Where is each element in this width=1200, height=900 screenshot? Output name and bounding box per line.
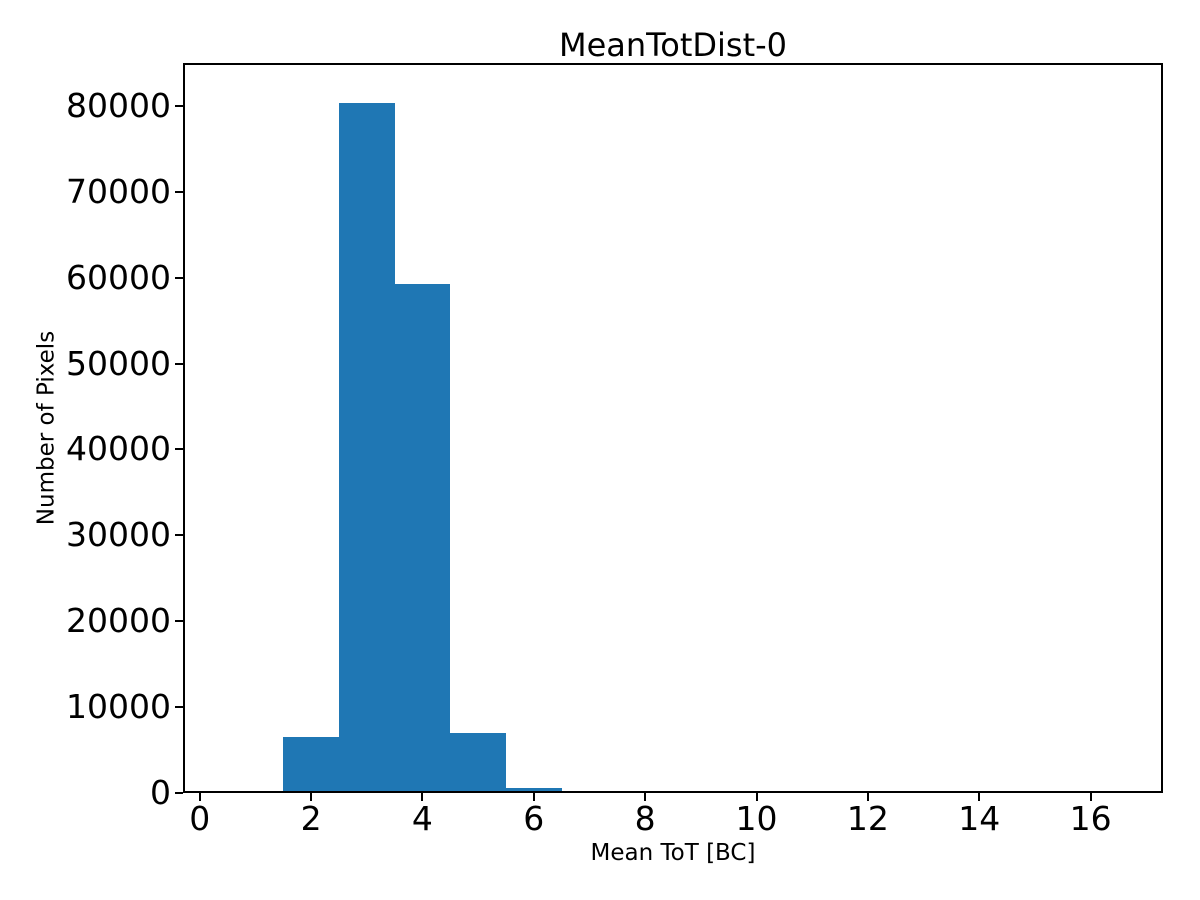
y-tick-label: 40000: [66, 429, 171, 469]
x-tick-label: 16: [1069, 799, 1112, 838]
x-tick-label: 2: [300, 799, 322, 838]
x-tick-label: 12: [846, 799, 889, 838]
y-tick: [175, 448, 183, 451]
histogram-bar: [505, 788, 562, 793]
y-tick: [175, 362, 183, 365]
histogram-bar: [338, 102, 395, 793]
y-tick-label: 0: [150, 773, 171, 812]
chart-title: MeanTotDist-0: [558, 26, 788, 64]
y-tick: [175, 534, 183, 537]
x-tick: [421, 793, 424, 801]
y-tick-label: 20000: [66, 601, 171, 641]
x-tick: [644, 793, 647, 801]
y-tick: [175, 620, 183, 623]
x-tick: [866, 793, 869, 801]
x-tick: [532, 793, 535, 801]
x-tick: [310, 793, 313, 801]
histogram-bar: [450, 732, 506, 793]
histogram-bar: [394, 283, 451, 793]
y-tick: [175, 706, 183, 709]
x-tick-label: 4: [411, 799, 433, 838]
y-tick: [175, 104, 183, 107]
y-tick-label: 50000: [66, 343, 171, 383]
x-axis-label: Mean ToT [BC]: [590, 840, 756, 866]
plot-area: [183, 63, 1163, 793]
x-tick: [755, 793, 758, 801]
x-tick: [978, 793, 981, 801]
y-tick: [175, 792, 183, 794]
y-tick-label: 80000: [66, 85, 171, 125]
y-tick: [175, 276, 183, 279]
y-tick: [175, 190, 183, 193]
x-tick: [1089, 793, 1092, 801]
x-tick-label: 10: [735, 799, 778, 838]
x-tick-label: 8: [634, 799, 656, 838]
y-tick-label: 60000: [66, 257, 171, 297]
x-tick-label: 14: [958, 799, 1001, 838]
x-tick-label: 6: [523, 799, 545, 838]
x-tick-label: 0: [189, 799, 211, 838]
y-tick-label: 70000: [66, 171, 171, 211]
x-tick: [198, 793, 201, 801]
y-axis-label: Number of Pixels: [33, 330, 60, 526]
y-tick-label: 30000: [66, 515, 171, 555]
histogram-bar: [283, 737, 339, 793]
y-tick-label: 10000: [66, 687, 171, 727]
